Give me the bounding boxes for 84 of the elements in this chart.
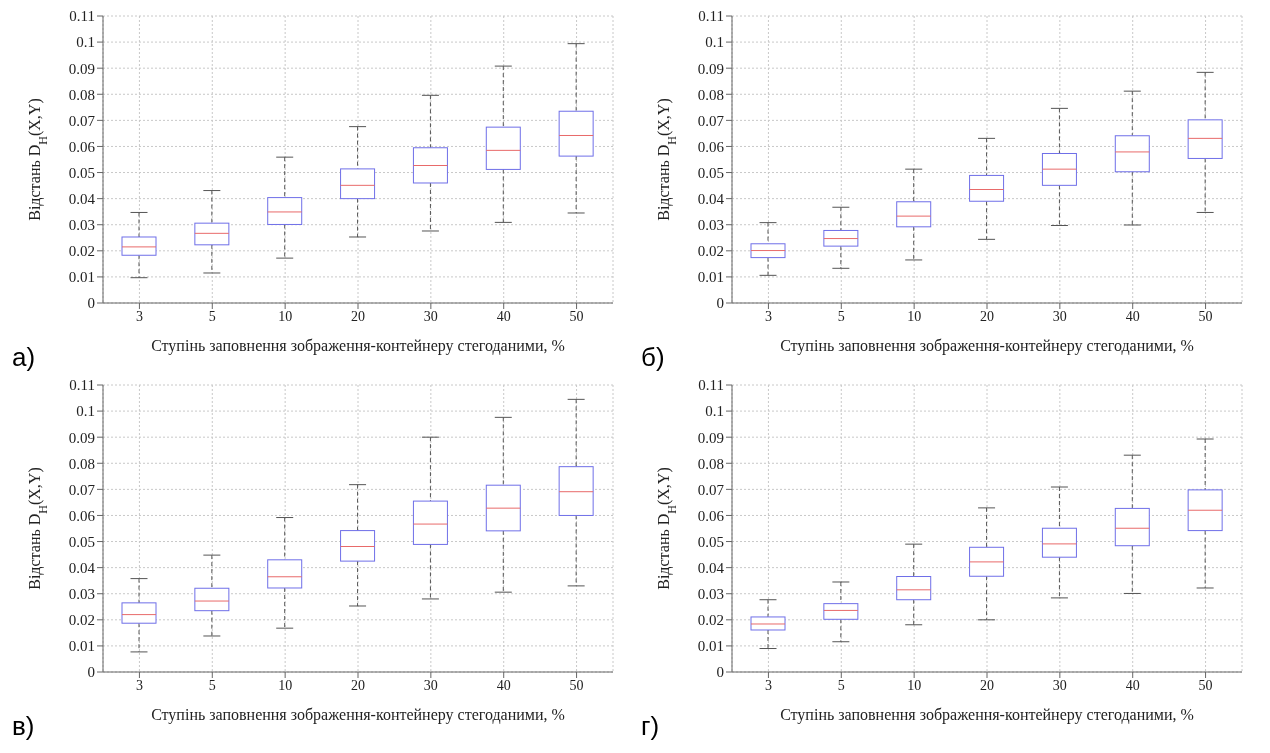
- y-tick-label: 0.02: [697, 243, 724, 260]
- y-tick-label: 0.07: [68, 481, 96, 498]
- y-tick-label: 0.11: [698, 377, 724, 394]
- text: а): [12, 342, 36, 373]
- y-tick-label: 0.05: [68, 533, 95, 550]
- x-tick-label: 3: [135, 308, 143, 324]
- y-tick-label: 0.09: [68, 429, 95, 446]
- x-tick-label: 40: [496, 677, 511, 693]
- x-axis-title: Ступінь заповнення зображення-контейнеру стегоданими, %: [780, 706, 1194, 724]
- y-tick-label: 0.02: [68, 243, 95, 260]
- x-axis-title: Ступінь заповнення зображення-контейнеру стегоданими, %: [151, 337, 565, 355]
- y-tick-label: 0: [87, 295, 95, 312]
- x-axis-title: Ступінь заповнення зображення-контейнеру стегоданими, %: [780, 337, 1194, 355]
- x-tick-label: 50: [1198, 308, 1213, 324]
- x-tick-label: 20: [980, 308, 994, 324]
- y-tick-label: 0.03: [68, 586, 95, 603]
- y-tick-label: 0.01: [697, 638, 724, 655]
- y-tick-label: 0.03: [68, 217, 95, 234]
- y-tick-label: 0.08: [68, 86, 95, 103]
- x-tick-label: 40: [1125, 308, 1140, 324]
- x-tick-label: 50: [569, 308, 584, 324]
- y-tick-label: 0.05: [697, 164, 724, 181]
- x-tick-label: 5: [208, 308, 216, 324]
- x-tick-label: 5: [837, 308, 845, 324]
- x-tick-label: 10: [278, 677, 293, 693]
- y-tick-label: 0.03: [697, 586, 724, 603]
- y-tick-label: 0.1: [76, 403, 95, 420]
- y-tick-label: 0.04: [697, 190, 725, 207]
- y-tick-label: 0.09: [697, 429, 724, 446]
- y-tick-label: 0.07: [68, 112, 96, 129]
- y-tick-label: 0.06: [697, 138, 725, 155]
- y-tick-label: 0.07: [697, 481, 725, 498]
- y-tick-label: 0.01: [68, 269, 95, 286]
- y-tick-label: 0.09: [697, 60, 724, 77]
- x-tick-label: 30: [423, 677, 438, 693]
- x-tick-label: 40: [496, 308, 511, 324]
- y-tick-label: 0.06: [68, 138, 96, 155]
- y-tick-label: 0: [716, 664, 724, 681]
- y-tick-label: 0.08: [68, 455, 95, 472]
- x-tick-label: 10: [278, 308, 293, 324]
- x-tick-label: 30: [423, 308, 438, 324]
- text: б): [641, 342, 665, 373]
- y-tick-label: 0.1: [705, 403, 724, 420]
- x-tick-label: 20: [980, 677, 994, 693]
- y-tick-label: 0.04: [68, 190, 96, 207]
- y-tick-label: 0.06: [68, 507, 96, 524]
- x-tick-label: 20: [351, 308, 365, 324]
- y-tick-label: 0.05: [697, 533, 724, 550]
- x-tick-label: 5: [208, 677, 216, 693]
- y-tick-label: 0.04: [697, 559, 725, 576]
- y-tick-label: 0.11: [69, 8, 95, 25]
- y-tick-label: 0.07: [697, 112, 725, 129]
- x-tick-label: 30: [1052, 677, 1067, 693]
- x-tick-label: 5: [837, 677, 845, 693]
- y-tick-label: 0.01: [68, 638, 95, 655]
- x-tick-label: 30: [1052, 308, 1067, 324]
- text: в): [12, 711, 35, 742]
- x-tick-label: 3: [135, 677, 143, 693]
- x-tick-label: 3: [764, 677, 772, 693]
- x-tick-label: 50: [569, 677, 584, 693]
- y-tick-label: 0: [716, 295, 724, 312]
- y-tick-label: 0.02: [68, 612, 95, 629]
- y-tick-label: 0.03: [697, 217, 724, 234]
- text: г): [641, 711, 660, 742]
- y-tick-label: 0.09: [68, 60, 95, 77]
- y-tick-label: 0.1: [705, 34, 724, 51]
- y-tick-label: 0.11: [69, 377, 95, 394]
- x-tick-label: 50: [1198, 677, 1213, 693]
- y-tick-label: 0.06: [697, 507, 725, 524]
- y-tick-label: 0.08: [697, 455, 724, 472]
- x-tick-label: 10: [907, 308, 922, 324]
- y-tick-label: 0.11: [698, 8, 724, 25]
- y-tick-label: 0: [87, 664, 95, 681]
- x-tick-label: 40: [1125, 677, 1140, 693]
- y-tick-label: 0.05: [68, 164, 95, 181]
- y-tick-label: 0.08: [697, 86, 724, 103]
- y-tick-label: 0.02: [697, 612, 724, 629]
- x-axis-title: Ступінь заповнення зображення-контейнеру стегоданими, %: [151, 706, 565, 724]
- x-tick-label: 20: [351, 677, 365, 693]
- y-tick-label: 0.01: [697, 269, 724, 286]
- x-tick-label: 3: [764, 308, 772, 324]
- x-tick-label: 10: [907, 677, 922, 693]
- y-tick-label: 0.1: [76, 34, 95, 51]
- y-tick-label: 0.04: [68, 559, 96, 576]
